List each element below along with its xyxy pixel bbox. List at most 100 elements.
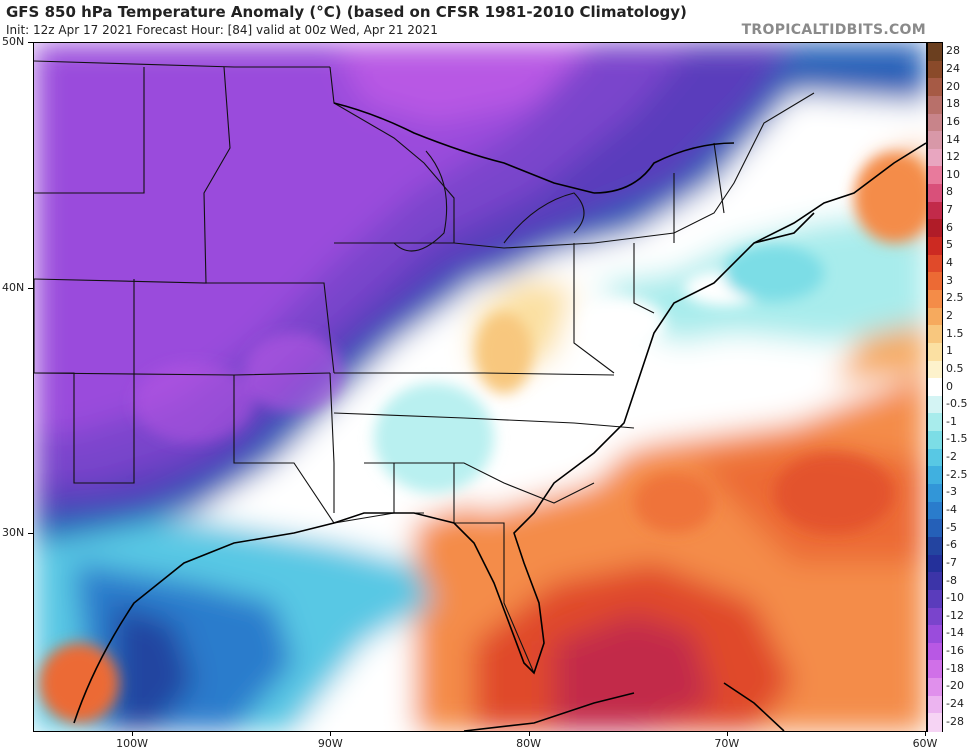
colorbar-swatch (928, 554, 942, 573)
longitude-tick (528, 731, 530, 736)
longitude-tick (925, 731, 926, 736)
longitude-label: 80W (516, 737, 541, 750)
state-boundaries (34, 60, 815, 674)
colorbar-swatch (928, 113, 942, 132)
colorbar-label: -12 (946, 608, 964, 622)
colorbar-swatch (928, 378, 942, 397)
colorbar-swatch (928, 484, 942, 503)
colorbar-swatch (928, 307, 942, 326)
colorbar-label: -18 (946, 661, 964, 675)
colorbar-swatch (928, 501, 942, 520)
colorbar-swatch (928, 184, 942, 203)
colorbar-label: 2 (946, 308, 953, 322)
map-title: GFS 850 hPa Temperature Anomaly (°C) (ba… (6, 3, 687, 21)
latitude-tick (28, 42, 33, 43)
colorbar-swatch (928, 78, 942, 97)
colorbar-label: 0.5 (946, 361, 964, 375)
colorbar-label: -10 (946, 591, 964, 605)
colorbar-label: 7 (946, 203, 953, 217)
colorbar-swatch (928, 660, 942, 679)
colorbar-label: 5 (946, 238, 953, 252)
colorbar-label: 12 (946, 150, 960, 164)
colorbar-swatch (928, 678, 942, 697)
colorbar-swatch (928, 642, 942, 662)
longitude-label: 100W (116, 737, 149, 750)
colorbar-label: -0.5 (946, 397, 968, 411)
longitude-tick (132, 731, 134, 736)
colorbar-label: 24 (946, 61, 960, 75)
colorbar-label: -4 (946, 502, 957, 516)
colorbar-label: 0 (946, 379, 953, 393)
colorbar-swatch (928, 289, 942, 309)
colorbar-swatch (928, 448, 942, 467)
colorbar-label: -14 (946, 626, 964, 640)
latitude-label: 30N (2, 526, 25, 540)
colorbar-label: -2 (946, 450, 957, 464)
colorbar-label: 20 (946, 79, 960, 93)
longitude-tick (726, 731, 728, 736)
longitude-tick (330, 731, 332, 736)
brand-watermark: TROPICALTIDBITS.COM (741, 22, 926, 38)
colorbar-label: -5 (946, 520, 957, 534)
colorbar-label: 3 (946, 273, 953, 287)
colorbar-swatch (928, 237, 942, 256)
colorbar-swatch (928, 360, 942, 379)
longitude-label: 90W (317, 737, 343, 750)
colorbar-swatch (928, 395, 942, 415)
colorbar-label: -6 (946, 538, 957, 552)
colorbar-label: -8 (946, 573, 957, 587)
colorbar-label: 1.5 (946, 326, 964, 340)
colorbar-label: -2.5 (946, 467, 968, 481)
longitude-label: 70W (714, 737, 740, 750)
colorbar-swatch (928, 166, 942, 185)
colorbar-swatch (928, 201, 942, 220)
colorbar-label: 14 (946, 132, 960, 146)
colorbar-swatch (928, 254, 942, 273)
colorbar-label: -7 (946, 555, 957, 569)
longitude-label: 60W (912, 737, 938, 750)
colorbar-label: -28 (946, 714, 964, 728)
colorbar-swatch (928, 95, 942, 115)
colorbar-swatch (928, 413, 942, 432)
colorbar-swatch (928, 272, 942, 291)
coastlines (73, 102, 926, 731)
colorbar-label: -1 (946, 414, 957, 428)
colorbar-label: 16 (946, 114, 960, 128)
colorbar-label: 1 (946, 344, 953, 358)
map-subtitle: Init: 12z Apr 17 2021 Forecast Hour: [84… (6, 23, 438, 37)
latitude-label: 50N (2, 35, 25, 48)
colorbar-swatch (928, 148, 942, 168)
latitude-label: 40N (2, 280, 25, 294)
colorbar-swatch (928, 219, 942, 238)
colorbar-label: 18 (946, 97, 960, 111)
colorbar-swatch (928, 342, 942, 362)
colorbar-label: -3 (946, 485, 957, 499)
colorbar-label: 2.5 (946, 291, 964, 305)
colorbar-label: 28 (946, 44, 960, 58)
colorbar-swatch (928, 519, 942, 538)
colorbar-swatch (928, 625, 942, 644)
anomaly-map (34, 43, 926, 731)
latitude-tick (28, 287, 33, 289)
colorbar-label: 8 (946, 185, 953, 199)
colorbar-swatch (928, 466, 942, 485)
colorbar-label: -16 (946, 644, 964, 658)
colorbar-swatch (928, 607, 942, 626)
colorbar-swatch (928, 431, 942, 450)
colorbar-label: 6 (946, 220, 953, 234)
colorbar-swatch (928, 60, 942, 79)
colorbar-swatch (928, 589, 942, 609)
colorbar-label: -1.5 (946, 432, 968, 446)
colorbar-swatch (928, 713, 942, 732)
colorbar-swatch (928, 325, 942, 344)
latitude-tick (28, 533, 33, 535)
colorbar-swatch (928, 43, 942, 62)
colorbar-label: 4 (946, 256, 953, 269)
map-panel (33, 42, 927, 732)
colorbar-swatch (928, 572, 942, 591)
colorbar (927, 42, 943, 732)
colorbar-label: 10 (946, 167, 960, 181)
colorbar-swatch (928, 131, 942, 150)
colorbar-swatch (928, 695, 942, 714)
colorbar-swatch (928, 536, 942, 556)
